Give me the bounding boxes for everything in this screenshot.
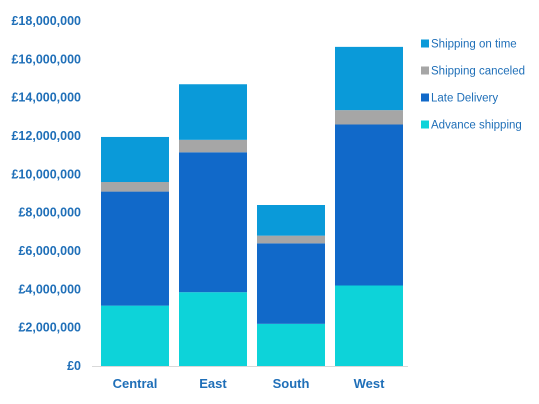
bar-segment-south-shipping-on-time[interactable] — [257, 205, 325, 236]
legend: Shipping on time Shipping canceled Late De… — [421, 39, 525, 132]
y-tick-label: £10,000,000 — [11, 167, 81, 181]
x-category-label: Central — [113, 376, 158, 391]
bar-segment-west-shipping-on-time[interactable] — [335, 46, 403, 111]
legend-item[interactable]: Shipping canceled — [421, 66, 525, 78]
bar-segment-south-advance-shipping[interactable] — [257, 323, 325, 366]
legend-label: Advance shipping — [431, 120, 522, 132]
legend-swatch — [421, 120, 429, 129]
x-category-label: South — [273, 376, 310, 391]
bar-segment-east-advance-shipping[interactable] — [179, 292, 247, 366]
bar-segment-east-shipping-canceled[interactable] — [179, 139, 247, 153]
y-tick-label: £6,000,000 — [18, 244, 81, 258]
y-tick-label: £0 — [67, 359, 81, 373]
legend-label: Late Delivery — [431, 93, 498, 105]
y-tick-label: £8,000,000 — [18, 206, 81, 220]
plot-area: £0 £2,000,000 £4,000,000 £6,000,000 £8,000,0… — [11, 14, 408, 391]
bar-segment-east-late-delivery[interactable] — [179, 152, 247, 293]
bar-segment-south-shipping-canceled[interactable] — [257, 235, 325, 244]
bar-segment-east-shipping-on-time[interactable] — [179, 84, 247, 140]
y-tick-label: £14,000,000 — [11, 91, 81, 105]
legend-swatch — [421, 93, 429, 102]
bar-segment-south-late-delivery[interactable] — [257, 243, 325, 324]
legend-swatch — [421, 39, 429, 48]
bar-segment-central-shipping-canceled[interactable] — [101, 182, 169, 192]
x-category-label: East — [199, 376, 227, 391]
y-tick-label: £4,000,000 — [18, 282, 81, 296]
y-tick-label: £18,000,000 — [11, 14, 81, 28]
bar-segment-central-shipping-on-time[interactable] — [101, 136, 169, 182]
legend-item[interactable]: Late Delivery — [421, 93, 498, 105]
x-category-label: West — [354, 376, 385, 391]
y-tick-label: £12,000,000 — [11, 129, 81, 143]
legend-swatch — [421, 66, 429, 75]
bar-segment-west-shipping-canceled[interactable] — [335, 110, 403, 125]
y-tick-label: £16,000,000 — [11, 52, 81, 66]
bar-segment-west-advance-shipping[interactable] — [335, 285, 403, 367]
legend-item[interactable]: Advance shipping — [421, 120, 522, 132]
legend-label: Shipping on time — [431, 39, 517, 51]
legend-item[interactable]: Shipping on time — [421, 39, 517, 51]
legend-label: Shipping canceled — [431, 66, 525, 78]
y-tick-label: £2,000,000 — [18, 321, 81, 335]
bar-segment-central-advance-shipping[interactable] — [101, 305, 169, 366]
bar-segment-west-late-delivery[interactable] — [335, 124, 403, 286]
bar-segment-central-late-delivery[interactable] — [101, 191, 169, 306]
